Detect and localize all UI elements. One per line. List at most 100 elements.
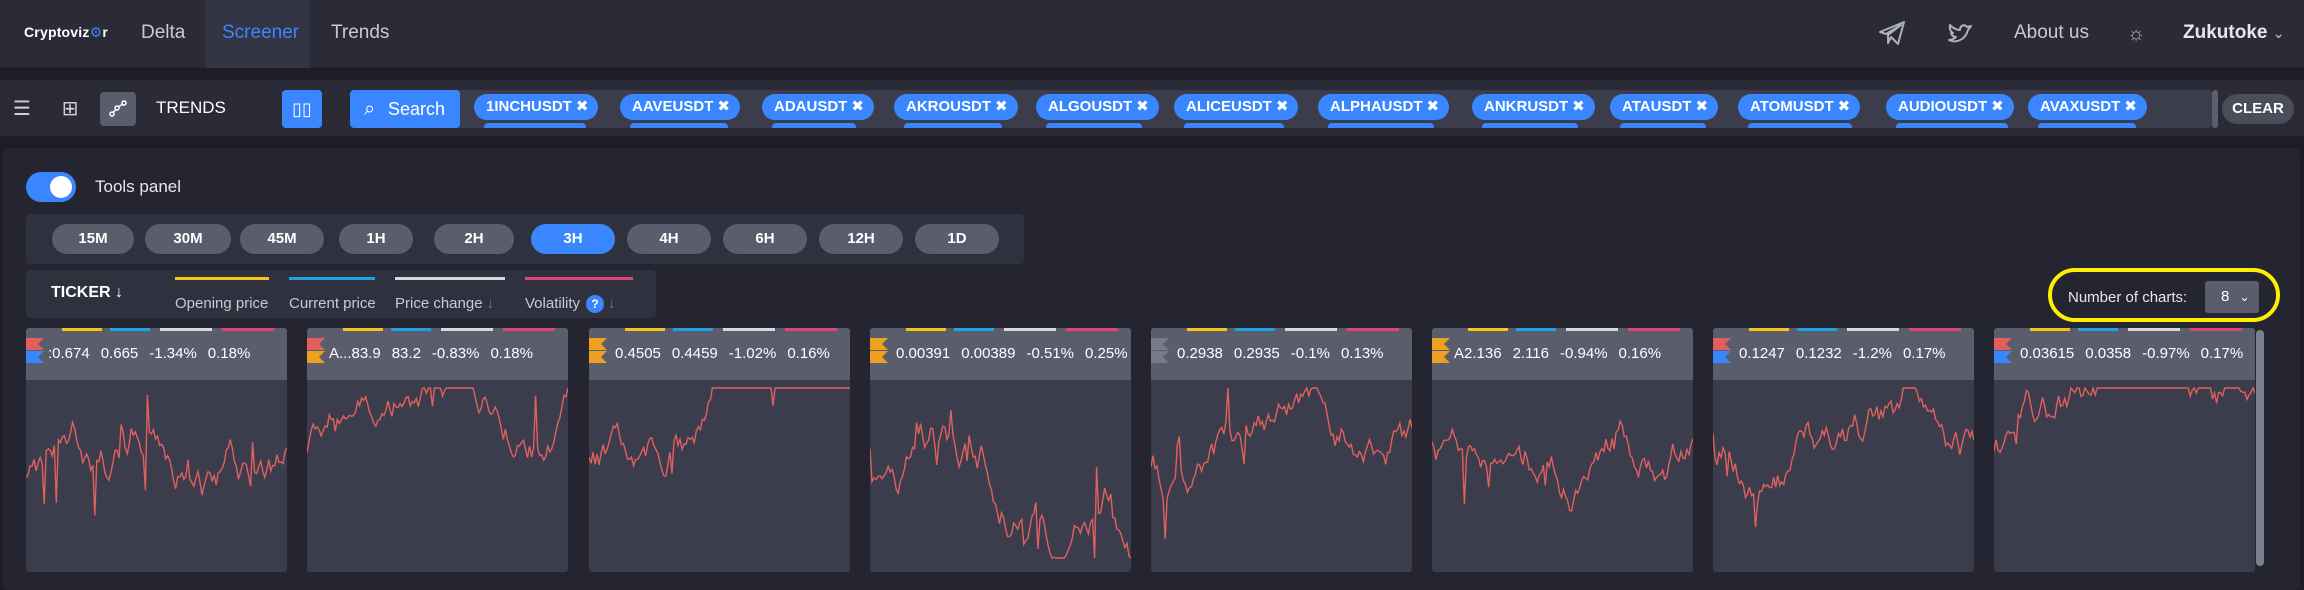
tools-panel-toggle[interactable] bbox=[26, 172, 76, 202]
remove-chip-icon[interactable]: ✖ bbox=[1275, 98, 1289, 115]
chevron-down-icon: ⌄ bbox=[2272, 25, 2285, 41]
ticker-flag-icon bbox=[1432, 338, 1450, 363]
trend-chart-card[interactable]: A...83.9 83.2 -0.83% 0.18% bbox=[307, 328, 568, 572]
ticker-sort-header[interactable]: TICKER ↓ bbox=[51, 284, 124, 301]
timeframe-3h[interactable]: 3H bbox=[531, 224, 615, 254]
chart-card-header: 0.2938 0.2935 -0.1% 0.13% bbox=[1151, 328, 1412, 380]
chart-current: 0.1232 bbox=[1795, 345, 1842, 362]
timeframe-2h[interactable]: 2H bbox=[434, 224, 514, 254]
trend-chart-card[interactable]: 0.4505 0.4459 -1.02% 0.16% bbox=[589, 328, 850, 572]
timeframe-12h[interactable]: 12H bbox=[819, 224, 903, 254]
chart-card-header: 0.1247 0.1232 -1.2% 0.17% bbox=[1713, 328, 1974, 380]
timeframe-1d[interactable]: 1D bbox=[915, 224, 999, 254]
chevron-down-icon: ⌄ bbox=[2239, 290, 2250, 304]
legend-price-change[interactable]: Price change ↓ bbox=[395, 277, 505, 312]
timeframe-30m[interactable]: 30M bbox=[145, 224, 231, 254]
grid-view-icon[interactable]: ⊞ bbox=[61, 98, 79, 120]
ticker-chip[interactable]: ADAUSDT ✖ bbox=[762, 94, 874, 120]
metric-indicator-bar bbox=[1749, 328, 1789, 331]
ticker-chip[interactable]: AUDIOUSDT ✖ bbox=[1886, 94, 2014, 120]
remove-chip-icon[interactable]: ✖ bbox=[1136, 98, 1149, 115]
legend-swatch bbox=[175, 277, 269, 280]
ticker-chip[interactable]: ALPHAUSDT ✖ bbox=[1318, 94, 1450, 120]
metric-indicator-bar bbox=[441, 328, 493, 331]
clear-button[interactable]: CLEAR bbox=[2222, 94, 2294, 124]
trend-chart-card[interactable]: 0.03615 0.0358 -0.97% 0.17% bbox=[1994, 328, 2255, 572]
timeframe-6h[interactable]: 6H bbox=[723, 224, 807, 254]
timeframe-4h[interactable]: 4H bbox=[627, 224, 711, 254]
metric-indicator-bar bbox=[160, 328, 212, 331]
chip-underline bbox=[904, 123, 1002, 128]
trend-chart-card[interactable]: 0.1247 0.1232 -1.2% 0.17% bbox=[1713, 328, 1974, 572]
user-menu[interactable]: Zukutoke ⌄ bbox=[2183, 22, 2285, 43]
metric-indicator-bar bbox=[62, 328, 102, 331]
trend-chart-card[interactable]: A2.136 2.116 -0.94% 0.16% bbox=[1432, 328, 1693, 572]
remove-chip-icon[interactable]: ✖ bbox=[575, 98, 589, 115]
logo[interactable]: Cryptoviz⚙r bbox=[24, 24, 109, 40]
trend-chart-card[interactable]: 0.2938 0.2935 -0.1% 0.13% bbox=[1151, 328, 1412, 572]
chart-card-values: 0.00391 0.00389 -0.51% 0.25% bbox=[870, 345, 1131, 362]
remove-chip-icon[interactable]: ✖ bbox=[1991, 98, 2004, 115]
remove-chip-icon[interactable]: ✖ bbox=[851, 98, 864, 115]
nav-delta[interactable]: Delta bbox=[141, 22, 186, 43]
metric-indicator-bar bbox=[1909, 328, 1961, 331]
ticker-flag-icon bbox=[589, 338, 607, 363]
ticker-scrollbar[interactable] bbox=[2212, 90, 2218, 128]
chart-change: -0.51% bbox=[1026, 345, 1074, 362]
sun-icon[interactable]: ☼ bbox=[2126, 23, 2146, 45]
price-line bbox=[1713, 387, 1974, 528]
remove-chip-icon[interactable]: ✖ bbox=[717, 98, 730, 115]
trend-chart-card[interactable]: 0.00391 0.00389 -0.51% 0.25% bbox=[870, 328, 1131, 572]
chart-current: 0.4459 bbox=[671, 345, 718, 362]
ticker-chip-label: ANKRUSDT bbox=[1484, 98, 1569, 115]
list-view-icon[interactable]: ☰ bbox=[13, 98, 31, 120]
metric-indicator-bar bbox=[1066, 328, 1118, 331]
remove-chip-icon[interactable]: ✖ bbox=[1572, 98, 1585, 115]
nav-screener[interactable]: Screener bbox=[222, 22, 300, 43]
ticker-chip[interactable]: ATOMUSDT ✖ bbox=[1738, 94, 1861, 120]
trends-view-icon[interactable] bbox=[100, 92, 136, 126]
chart-open: 0.03615 bbox=[2020, 345, 2075, 362]
ticker-chip[interactable]: ATAUSDT ✖ bbox=[1610, 94, 1719, 120]
chart-open: 0.4505 bbox=[615, 345, 661, 362]
metric-indicator-bar bbox=[391, 328, 431, 331]
timeframe-15m[interactable]: 15M bbox=[52, 224, 134, 254]
help-icon[interactable]: ? bbox=[586, 295, 605, 313]
timeframe-45m[interactable]: 45M bbox=[240, 224, 324, 254]
ticker-chip-label: ATOMUSDT bbox=[1750, 98, 1834, 115]
columns-toggle-button[interactable]: ▯▯ bbox=[282, 90, 322, 128]
ticker-chip[interactable]: AVAXUSDT ✖ bbox=[2028, 94, 2147, 120]
ticker-chip[interactable]: ALGOUSDT ✖ bbox=[1036, 94, 1159, 120]
telegram-icon[interactable] bbox=[1876, 18, 1908, 50]
remove-chip-icon[interactable]: ✖ bbox=[2124, 98, 2137, 115]
ticker-chip[interactable]: 1INCHUSDT ✖ bbox=[474, 94, 599, 120]
legend-current-price: Current price bbox=[289, 277, 376, 312]
chart-current: 83.2 bbox=[391, 345, 421, 362]
toggle-knob bbox=[50, 176, 72, 198]
metric-indicator-bar bbox=[785, 328, 837, 331]
ticker-chip-label: ALGOUSDT bbox=[1048, 98, 1133, 115]
ticker-chip[interactable]: AKROUSDT ✖ bbox=[894, 94, 1018, 120]
remove-chip-icon[interactable]: ✖ bbox=[1837, 98, 1851, 115]
chart-ticker: A... bbox=[329, 345, 352, 362]
nav-trends[interactable]: Trends bbox=[331, 22, 390, 43]
twitter-icon[interactable] bbox=[1944, 18, 1976, 50]
number-of-charts-select[interactable]: 8 ⌄ bbox=[2205, 281, 2259, 313]
remove-chip-icon[interactable]: ✖ bbox=[1426, 98, 1440, 115]
trend-chart-card[interactable]: :0.674 0.665 -1.34% 0.18% bbox=[26, 328, 287, 572]
ticker-chip[interactable]: ANKRUSDT ✖ bbox=[1472, 94, 1595, 120]
legend-volatility[interactable]: Volatility? ↓ bbox=[525, 277, 633, 313]
about-link[interactable]: About us bbox=[2014, 22, 2089, 43]
timeframe-1h[interactable]: 1H bbox=[339, 224, 413, 254]
chart-card-values: 0.4505 0.4459 -1.02% 0.16% bbox=[589, 345, 841, 362]
search-button[interactable]: ⌕ Search bbox=[350, 90, 460, 128]
chart-change: -1.02% bbox=[728, 345, 777, 362]
price-line bbox=[307, 387, 568, 462]
ticker-chip[interactable]: ALICEUSDT ✖ bbox=[1174, 94, 1299, 120]
charts-scrollbar[interactable] bbox=[2256, 330, 2264, 566]
legend-swatch bbox=[395, 277, 505, 280]
remove-chip-icon[interactable]: ✖ bbox=[995, 98, 1008, 115]
remove-chip-icon[interactable]: ✖ bbox=[1695, 98, 1709, 115]
metric-indicator-bar bbox=[1566, 328, 1618, 331]
ticker-chip[interactable]: AAVEUSDT ✖ bbox=[620, 94, 740, 120]
